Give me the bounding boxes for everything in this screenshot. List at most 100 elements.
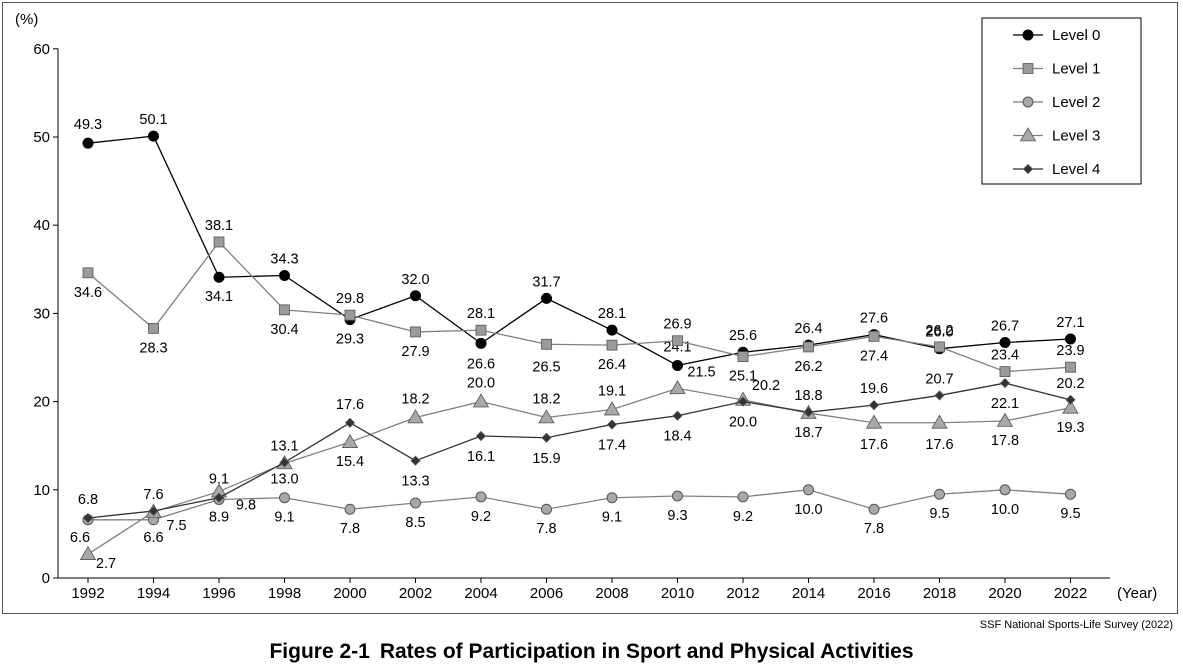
- data-label: 26.2: [794, 359, 822, 375]
- data-point: [1065, 488, 1076, 500]
- y-tick-label: 50: [33, 129, 50, 146]
- series-line: [87, 387, 1071, 555]
- data-label: 9.1: [274, 510, 294, 526]
- data-point: [1062, 399, 1079, 414]
- data-point: [803, 484, 814, 496]
- data-point: [603, 401, 621, 416]
- data-label: 18.2: [401, 391, 429, 407]
- data-point: [737, 491, 749, 503]
- data-point: [541, 503, 552, 515]
- data-label: 17.6: [925, 437, 953, 453]
- data-label: 7.8: [340, 521, 360, 537]
- data-label: 18.7: [794, 425, 822, 441]
- data-point: [737, 396, 749, 407]
- data-label: 10.0: [991, 502, 1019, 518]
- data-label: 20.2: [752, 378, 780, 394]
- data-label: 21.5: [687, 364, 715, 380]
- data-point: [934, 341, 945, 353]
- legend-label: Level 3: [1052, 128, 1100, 145]
- chart-frame: [2, 2, 1178, 614]
- data-point: [606, 419, 618, 430]
- legend-label: Level 4: [1052, 161, 1100, 178]
- data-point: [865, 414, 883, 429]
- legend-item: Level 4: [1013, 161, 1100, 178]
- data-label: 13.1: [270, 438, 298, 454]
- x-tick-label: 2010: [661, 585, 694, 602]
- legend-marker: [1022, 29, 1034, 41]
- data-point: [541, 432, 552, 443]
- data-label: 18.8: [794, 388, 822, 404]
- x-tick-label: 2006: [530, 585, 563, 602]
- data-label: 9.1: [602, 510, 622, 526]
- data-label: 15.4: [336, 454, 364, 470]
- y-tick-label: 30: [33, 305, 50, 322]
- data-label: 2.7: [96, 556, 116, 572]
- y-tick-label: 20: [33, 394, 50, 411]
- data-point: [868, 400, 880, 411]
- data-point: [606, 492, 618, 504]
- data-label: 9.1: [209, 472, 229, 488]
- data-point: [1065, 361, 1076, 373]
- data-label: 8.9: [209, 510, 229, 526]
- legend-item: Level 1: [1013, 61, 1100, 78]
- data-label: 16.1: [467, 449, 495, 465]
- x-tick-label: 2016: [857, 585, 890, 602]
- data-label: 6.8: [78, 492, 98, 508]
- y-tick-label: 40: [33, 217, 50, 234]
- data-label: 23.9: [1056, 343, 1084, 359]
- data-point: [148, 505, 159, 517]
- data-label: 27.9: [401, 344, 429, 360]
- data-point: [672, 359, 683, 371]
- data-point: [279, 492, 290, 504]
- data-point: [999, 484, 1011, 496]
- figure-title: Figure 2-1 Rates of Participation in Spor…: [0, 640, 1183, 664]
- data-label: 6.6: [70, 530, 90, 546]
- data-point: [213, 236, 225, 248]
- data-label: 27.6: [860, 311, 888, 327]
- data-point: [341, 433, 359, 448]
- data-label: 6.6: [143, 530, 163, 546]
- data-point: [279, 457, 290, 468]
- data-point: [213, 492, 225, 503]
- legend-item: Level 3: [1013, 127, 1100, 145]
- data-point: [931, 414, 948, 429]
- data-label: 22.1: [991, 396, 1019, 412]
- data-label: 31.7: [532, 274, 560, 290]
- data-point: [407, 409, 424, 424]
- data-point: [803, 341, 814, 353]
- data-label: 9.3: [667, 508, 687, 524]
- series-line: [87, 135, 1071, 367]
- legend-label: Level 0: [1052, 27, 1100, 44]
- data-point: [279, 304, 290, 316]
- x-tick-label: 2018: [923, 585, 956, 602]
- data-point: [344, 503, 356, 515]
- data-label: 34.1: [205, 289, 233, 305]
- data-point: [82, 137, 94, 149]
- data-label: 49.3: [74, 117, 102, 133]
- data-label: 13.3: [401, 474, 429, 490]
- figure-label: Figure 2-1: [269, 640, 370, 663]
- x-tick-label: 2000: [333, 585, 366, 602]
- data-label: 9.5: [929, 506, 949, 522]
- data-label: 19.3: [1056, 420, 1084, 436]
- source-note: SSF National Sports-Life Survey (2022): [979, 619, 1173, 631]
- data-label: 17.6: [860, 437, 888, 453]
- legend-item: Level 2: [1013, 94, 1100, 111]
- data-label: 29.3: [336, 332, 364, 348]
- data-label: 9.2: [471, 509, 491, 525]
- data-label: 19.6: [860, 381, 888, 397]
- data-point: [868, 503, 880, 515]
- data-label: 26.6: [467, 356, 495, 372]
- data-point: [472, 393, 490, 408]
- data-label: 27.1: [1056, 315, 1084, 331]
- y-tick-label: 60: [33, 41, 50, 58]
- figure-title-text: Rates of Participation in Sport and Phys…: [379, 640, 914, 663]
- data-point: [344, 417, 356, 428]
- data-point: [410, 326, 421, 338]
- data-label: 20.7: [925, 371, 953, 387]
- x-unit-label: (Year): [1117, 585, 1157, 602]
- data-label: 25.1: [729, 369, 757, 385]
- data-label: 19.1: [598, 384, 626, 400]
- data-point: [541, 338, 552, 350]
- data-point: [541, 292, 552, 304]
